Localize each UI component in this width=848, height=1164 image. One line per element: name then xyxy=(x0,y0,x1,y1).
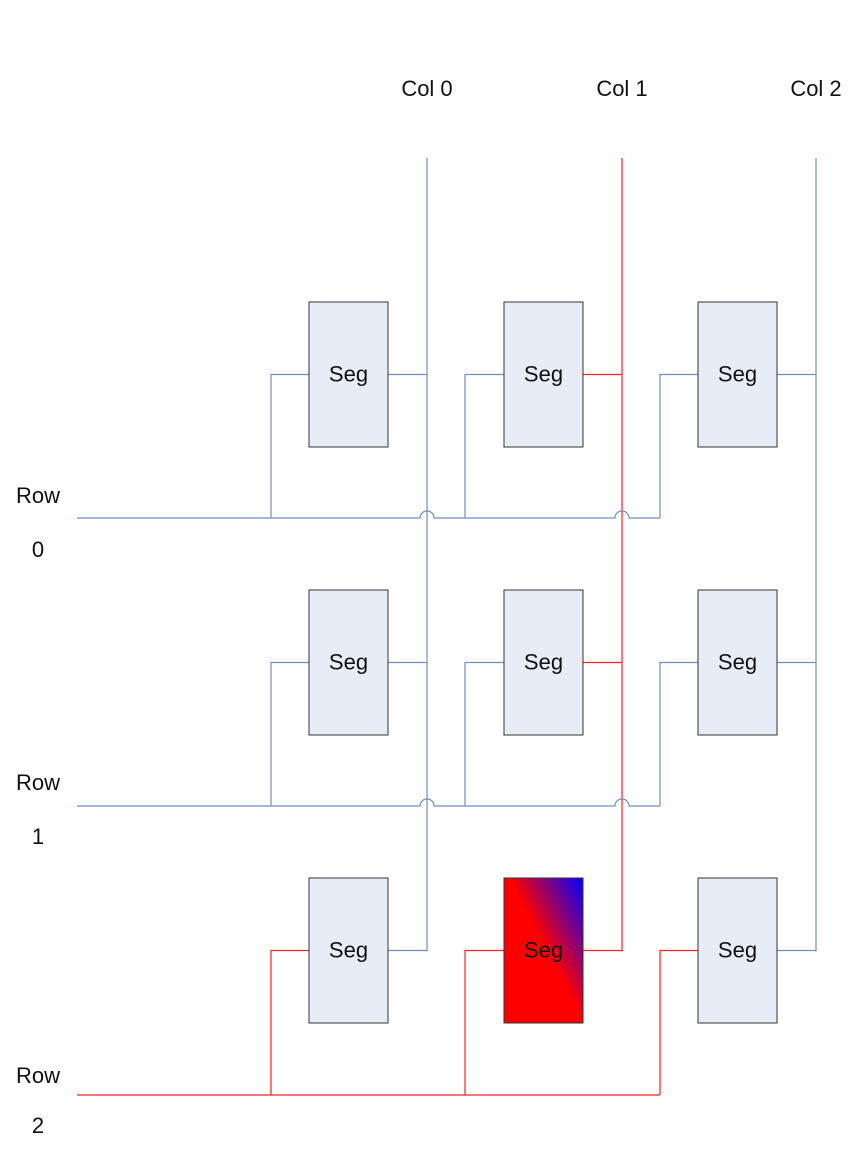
segment-r2-c2: Seg xyxy=(697,877,778,1024)
segment-label: Seg xyxy=(329,937,368,962)
segment-r2-c1: Seg xyxy=(503,877,584,1024)
segment-label: Seg xyxy=(718,937,757,962)
tap-row-1-col-2 xyxy=(659,661,698,806)
segment-label: Seg xyxy=(718,649,757,674)
segment-r0-c0: Seg xyxy=(308,301,389,448)
tap-row-0-col-0 xyxy=(270,373,309,518)
tap-row-0-col-2 xyxy=(659,373,698,518)
segment-r2-c0: Seg xyxy=(308,877,389,1024)
col-2-label: Col 2 xyxy=(790,76,841,101)
tap-row-2-col-0 xyxy=(270,949,309,1095)
segment-box xyxy=(503,301,584,448)
tap-row-2-col-1 xyxy=(464,949,504,1095)
segment-label: Seg xyxy=(524,649,563,674)
row-1-label-line1: Row xyxy=(16,770,60,795)
segment-label: Seg xyxy=(329,649,368,674)
segment-label: Seg xyxy=(524,937,563,962)
col-1-label: Col 1 xyxy=(596,76,647,101)
tap-row-1-col-0 xyxy=(270,661,309,806)
segment-label: Seg xyxy=(329,361,368,386)
row-1-label-line2: 1 xyxy=(32,824,44,849)
segment-r1-c2: Seg xyxy=(697,589,778,736)
segment-box xyxy=(697,589,778,736)
segment-box xyxy=(308,589,389,736)
row-2-label-line2: 2 xyxy=(32,1113,44,1138)
row-0-label-line1: Row xyxy=(16,483,60,508)
segment-label: Seg xyxy=(524,361,563,386)
segment-r0-c2: Seg xyxy=(697,301,778,448)
col-0-label: Col 0 xyxy=(401,76,452,101)
segment-r1-c1: Seg xyxy=(503,589,584,736)
selected-segment-box xyxy=(503,877,584,1024)
segment-box xyxy=(503,589,584,736)
tap-row-1-col-1 xyxy=(464,661,504,806)
segment-box xyxy=(308,877,389,1024)
segment-r0-c1: Seg xyxy=(503,301,584,448)
tap-row-2-col-2 xyxy=(659,949,698,1095)
tap-row-0-col-1 xyxy=(464,373,504,518)
segment-r1-c0: Seg xyxy=(308,589,389,736)
row-2-label-line1: Row xyxy=(16,1063,60,1088)
segment-box xyxy=(308,301,389,448)
row-1-line xyxy=(77,798,660,807)
segment-box xyxy=(697,877,778,1024)
segment-label: Seg xyxy=(718,361,757,386)
row-0-line xyxy=(77,510,660,519)
segment-box xyxy=(697,301,778,448)
row-0-label-line2: 0 xyxy=(32,537,44,562)
